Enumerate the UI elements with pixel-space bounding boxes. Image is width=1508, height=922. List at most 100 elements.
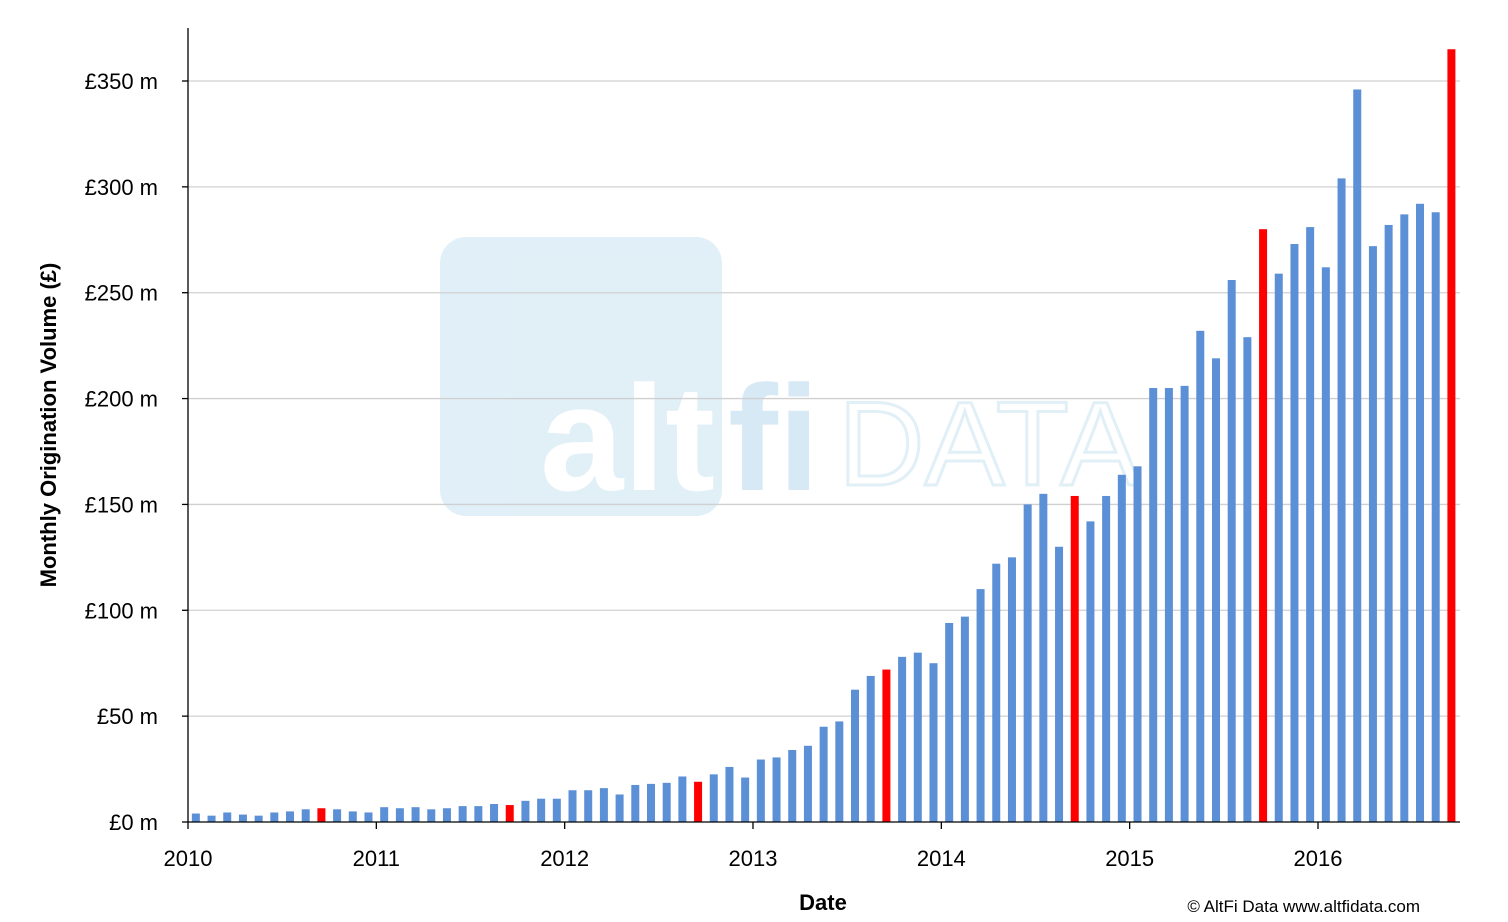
y-tick-label: £50 m [97, 704, 158, 729]
bar [537, 798, 546, 822]
bar [442, 808, 451, 822]
bar [1243, 337, 1252, 822]
y-tick-label: £150 m [85, 492, 158, 517]
bar [662, 782, 671, 822]
bar [333, 809, 342, 822]
bar [772, 757, 781, 822]
gridlines [188, 80, 1460, 717]
bar [1196, 330, 1205, 822]
bar [1337, 178, 1346, 822]
bar [756, 759, 765, 822]
bar [1306, 227, 1315, 822]
bar-highlighted [882, 669, 891, 822]
bar [599, 788, 608, 822]
bar [1353, 89, 1362, 823]
bar [1211, 358, 1220, 822]
bar [348, 811, 357, 822]
bar [1400, 214, 1409, 822]
bar [584, 790, 593, 822]
x-tick-labels: 2010 2011 2012 2013 2014 2015 2016 [164, 846, 1343, 871]
y-tick-label: £0 m [109, 810, 158, 835]
axes [182, 28, 1460, 829]
bar [1039, 493, 1048, 822]
bar [725, 766, 734, 822]
y-tick-label: £250 m [85, 281, 158, 306]
x-tick-label: 2010 [164, 846, 213, 871]
watermark-logo: alt fi DATA [440, 237, 1142, 522]
bar-highlighted [1447, 49, 1456, 823]
bar [1431, 212, 1440, 822]
x-tick-label: 2012 [540, 846, 589, 871]
bar [1086, 521, 1095, 822]
bar [1133, 466, 1142, 822]
bar [254, 815, 263, 822]
bar [1227, 280, 1236, 822]
bar [1368, 246, 1377, 822]
bar-highlighted [505, 805, 514, 822]
x-tick-label: 2014 [917, 846, 966, 871]
bar [411, 807, 420, 822]
bar [1384, 224, 1393, 823]
bar [301, 809, 310, 822]
bar [960, 616, 969, 822]
watermark-data-text: DATA [838, 377, 1140, 511]
bar [913, 652, 922, 822]
bar [866, 675, 875, 822]
watermark-alt-text: alt [540, 354, 715, 522]
bar [380, 807, 389, 822]
bar [976, 589, 985, 822]
bar [709, 774, 718, 822]
x-tick-label: 2013 [729, 846, 778, 871]
bar [678, 776, 687, 822]
bar [490, 804, 499, 822]
x-tick-label: 2015 [1105, 846, 1154, 871]
bar [364, 812, 373, 822]
bar-highlighted [317, 808, 326, 822]
bar-highlighted [1259, 229, 1268, 822]
bar [803, 745, 812, 822]
bar [1416, 203, 1425, 823]
bar [521, 800, 530, 822]
bar [1180, 385, 1189, 822]
bar [788, 750, 797, 822]
bar [945, 622, 954, 822]
bar [851, 689, 860, 822]
bar [395, 808, 404, 822]
bar-highlighted [694, 781, 703, 822]
y-tick-label: £300 m [85, 175, 158, 200]
bar [819, 726, 828, 822]
credit-text: © AltFi Data www.altfidata.com [1187, 897, 1420, 916]
x-tick-label: 2016 [1294, 846, 1343, 871]
bar [223, 812, 232, 822]
bar [835, 721, 844, 822]
bar [1274, 273, 1283, 822]
bar [191, 813, 200, 822]
bar [1290, 244, 1299, 822]
bars [191, 49, 1456, 823]
bar [458, 806, 467, 822]
bar [646, 783, 655, 822]
bar [741, 777, 750, 822]
bar [992, 563, 1001, 822]
y-tick-label: £100 m [85, 598, 158, 623]
watermark-fi-text: fi [728, 354, 820, 522]
bar [238, 814, 247, 822]
bar [207, 815, 216, 822]
bar [1164, 387, 1173, 822]
y-tick-label: £200 m [85, 387, 158, 412]
y-tick-labels: £0 m £50 m £100 m £150 m £200 m £250 m £300 m £… [85, 69, 158, 835]
bar [1023, 504, 1032, 822]
bar-highlighted [1070, 495, 1079, 822]
y-tick-label: £350 m [85, 69, 158, 94]
bar [270, 812, 279, 822]
bar [474, 806, 483, 822]
bar [1102, 495, 1111, 822]
bar [615, 794, 624, 822]
y-axis-title: Monthly Origination Volume (£) [36, 263, 61, 588]
bar [1149, 387, 1158, 822]
bar [286, 811, 295, 822]
x-axis-title: Date [799, 890, 847, 915]
bar [1321, 267, 1330, 822]
bar [1007, 557, 1016, 822]
